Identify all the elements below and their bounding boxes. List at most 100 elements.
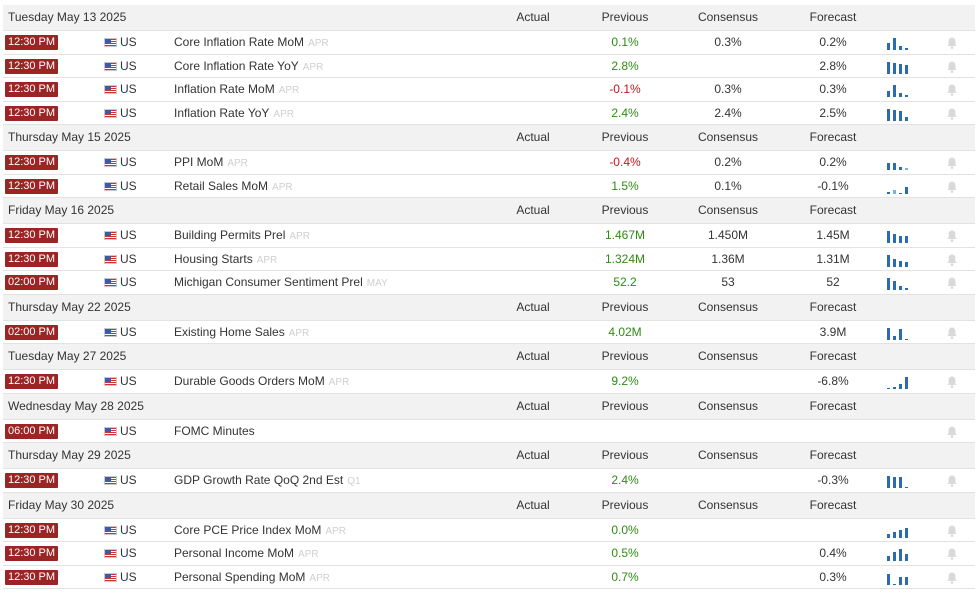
country-code: US [120, 275, 137, 289]
bell-icon[interactable] [945, 547, 959, 561]
bell-icon[interactable] [945, 524, 959, 538]
bell-icon[interactable] [945, 276, 959, 290]
bell-icon[interactable] [945, 156, 959, 170]
sparkline-bar [899, 236, 902, 243]
sparkline-chart[interactable] [887, 156, 913, 170]
bell-icon[interactable] [945, 326, 959, 340]
sparkline-chart[interactable] [887, 547, 913, 561]
sparkline-chart[interactable] [887, 36, 913, 50]
sparkline-chart[interactable] [887, 253, 913, 267]
sparkline-chart[interactable] [887, 474, 913, 488]
event-name-link[interactable]: PPI MoM APR [174, 151, 248, 175]
event-row[interactable]: 12:30 PM US Retail Sales MoM APR 1.5% 0.1% -0.… [3, 174, 975, 199]
reference-period: APR [272, 181, 293, 193]
bell-icon[interactable] [945, 83, 959, 97]
bell-icon[interactable] [945, 107, 959, 121]
bell-icon[interactable] [945, 474, 959, 488]
event-name-link[interactable]: Retail Sales MoM APR [174, 175, 293, 199]
event-row[interactable]: 02:00 PM US Michigan Consumer Sentiment Pr… [3, 271, 975, 295]
event-name-link[interactable]: Core Inflation Rate MoM APR [174, 31, 329, 55]
event-name[interactable]: Personal Income MoM [174, 546, 295, 560]
column-header-forecast: Forecast [809, 10, 857, 24]
event-name[interactable]: Building Permits Prel [174, 228, 286, 242]
event-name[interactable]: Housing Starts [174, 251, 253, 266]
previous-value: 0.1% [611, 35, 639, 49]
event-row[interactable]: 12:30 PM US Housing Starts APR 1.324M 1.36M 1.… [3, 247, 975, 272]
forecast-value: 2.5% [819, 105, 847, 120]
sparkline-chart[interactable] [887, 571, 913, 585]
bell-icon[interactable] [945, 36, 959, 50]
sparkline-chart[interactable] [887, 524, 913, 538]
event-row[interactable]: 12:30 PM US Inflation Rate YoY APR 2.4% 2.4% 2… [3, 101, 975, 126]
event-name-link[interactable]: Building Permits Prel APR [174, 224, 310, 248]
country-code: US [120, 105, 137, 120]
event-name-link[interactable]: Housing Starts APR [174, 248, 277, 272]
bell-icon[interactable] [945, 425, 959, 439]
sparkline-chart[interactable] [887, 229, 913, 243]
event-name-link[interactable]: Personal Spending MoM APR [174, 566, 330, 590]
event-name[interactable]: GDP Growth Rate QoQ 2nd Est [174, 473, 344, 487]
bell-icon[interactable] [945, 375, 959, 389]
event-name-link[interactable]: Personal Income MoM APR [174, 542, 319, 566]
sparkline-bar [899, 93, 902, 97]
event-name[interactable]: Inflation Rate MoM [174, 82, 275, 96]
event-row[interactable]: 06:00 PM US FOMC Minutes [3, 419, 975, 443]
event-row[interactable]: 12:30 PM US Core Inflation Rate YoY APR 2.8%… [3, 54, 975, 79]
sparkline-bar [887, 278, 890, 290]
sparkline-bar [893, 387, 896, 389]
sparkline-chart[interactable] [887, 180, 913, 194]
event-name[interactable]: FOMC Minutes [174, 423, 255, 438]
time-badge: 02:00 PM [5, 324, 58, 340]
sparkline-chart[interactable] [887, 60, 913, 74]
event-name[interactable]: Durable Goods Orders MoM [174, 374, 325, 388]
country-code: US [120, 546, 137, 560]
forecast-value: 52 [826, 275, 840, 289]
event-name-link[interactable]: Inflation Rate YoY APR [174, 102, 294, 126]
event-row[interactable]: 12:30 PM US Inflation Rate MoM APR -0.1% 0.3%… [3, 78, 975, 102]
event-name-link[interactable]: Existing Home Sales APR [174, 321, 309, 345]
bell-icon[interactable] [945, 180, 959, 194]
sparkline-chart[interactable] [887, 375, 913, 389]
event-name-link[interactable]: Michigan Consumer Sentiment Prel MAY [174, 271, 388, 295]
event-row[interactable]: 12:30 PM US Core PCE Price Index MoM APR 0.0… [3, 518, 975, 543]
event-row[interactable]: 12:30 PM US Core Inflation Rate MoM APR 0.1%… [3, 31, 975, 55]
event-row[interactable]: 12:30 PM US Durable Goods Orders MoM APR 9.2… [3, 370, 975, 394]
consensus-value: 2.4% [714, 105, 742, 120]
bell-icon[interactable] [945, 571, 959, 585]
event-name[interactable]: Core Inflation Rate MoM [174, 35, 305, 49]
us-flag-icon [104, 572, 117, 582]
event-name-link[interactable]: Core PCE Price Index MoM APR [174, 519, 346, 543]
event-name-link[interactable]: Durable Goods Orders MoM APR [174, 370, 349, 394]
event-row[interactable]: 12:30 PM US PPI MoM APR -0.4% 0.2% 0.2% [3, 151, 975, 175]
bell-icon[interactable] [945, 253, 959, 267]
bell-icon[interactable] [945, 60, 959, 74]
day-date: Friday May 30 2025 [8, 497, 115, 512]
event-name[interactable]: Personal Spending MoM [174, 569, 306, 584]
event-name-link[interactable]: Core Inflation Rate YoY APR [174, 55, 323, 79]
sparkline-chart[interactable] [887, 83, 913, 97]
consensus-value: 1.36M [711, 251, 745, 266]
event-name[interactable]: Inflation Rate YoY [174, 105, 270, 120]
event-name-link[interactable]: GDP Growth Rate QoQ 2nd Est Q1 [174, 469, 361, 493]
country-code: US [120, 473, 137, 487]
event-name[interactable]: Core PCE Price Index MoM [174, 522, 322, 537]
event-row[interactable]: 12:30 PM US Building Permits Prel APR 1.467M… [3, 224, 975, 248]
sparkline-chart[interactable] [887, 276, 913, 290]
event-name[interactable]: PPI MoM [174, 155, 224, 169]
event-row[interactable]: 12:30 PM US Personal Income MoM APR 0.5% 0.4% [3, 542, 975, 566]
sparkline-bar [893, 477, 896, 488]
event-row[interactable]: 12:30 PM US Personal Spending MoM APR 0.7% 0.… [3, 565, 975, 590]
time-badge: 12:30 PM [5, 569, 58, 585]
column-header-consensus: Consensus [697, 203, 759, 217]
sparkline-chart[interactable] [887, 107, 913, 121]
event-name[interactable]: Michigan Consumer Sentiment Prel [174, 275, 363, 289]
event-name[interactable]: Core Inflation Rate YoY [174, 58, 299, 73]
event-name-link[interactable]: FOMC Minutes [174, 420, 255, 443]
bell-icon[interactable] [945, 229, 959, 243]
event-row[interactable]: 12:30 PM US GDP Growth Rate QoQ 2nd Est Q1 2… [3, 469, 975, 493]
event-name[interactable]: Retail Sales MoM [174, 178, 269, 193]
event-row[interactable]: 02:00 PM US Existing Home Sales APR 4.02M 3.9… [3, 320, 975, 345]
sparkline-chart[interactable] [887, 326, 913, 340]
event-name[interactable]: Existing Home Sales [174, 324, 285, 339]
event-name-link[interactable]: Inflation Rate MoM APR [174, 78, 299, 102]
